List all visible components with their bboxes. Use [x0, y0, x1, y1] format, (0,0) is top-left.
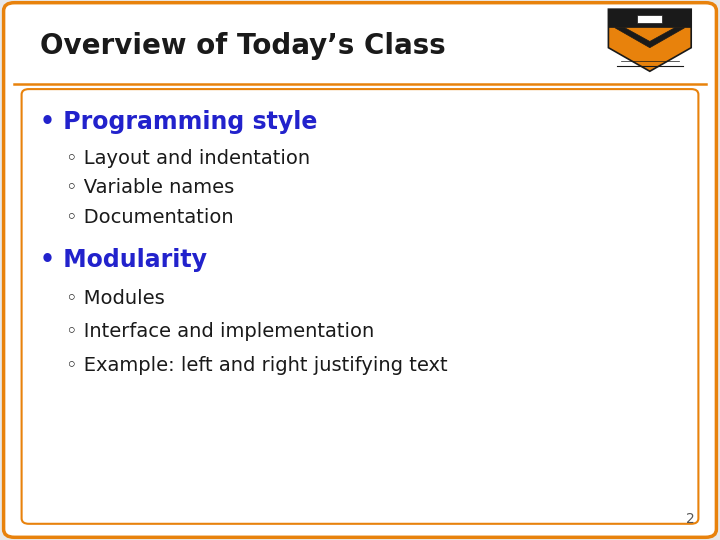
Text: ◦ Example: left and right justifying text: ◦ Example: left and right justifying tex… — [66, 355, 448, 375]
Text: ◦ Layout and indentation: ◦ Layout and indentation — [66, 149, 310, 168]
Text: • Programming style: • Programming style — [40, 110, 317, 133]
Bar — [637, 15, 662, 23]
FancyBboxPatch shape — [4, 3, 716, 537]
Polygon shape — [608, 9, 691, 26]
Text: ◦ Documentation: ◦ Documentation — [66, 207, 234, 227]
Text: • Modularity: • Modularity — [40, 248, 207, 272]
Text: ◦ Interface and implementation: ◦ Interface and implementation — [66, 322, 374, 341]
Polygon shape — [615, 28, 685, 48]
Polygon shape — [608, 9, 691, 71]
Text: ◦ Variable names: ◦ Variable names — [66, 178, 235, 198]
Text: 2: 2 — [686, 512, 695, 526]
Text: ◦ Modules: ◦ Modules — [66, 288, 165, 308]
Text: Overview of Today’s Class: Overview of Today’s Class — [40, 32, 446, 60]
FancyBboxPatch shape — [22, 89, 698, 524]
